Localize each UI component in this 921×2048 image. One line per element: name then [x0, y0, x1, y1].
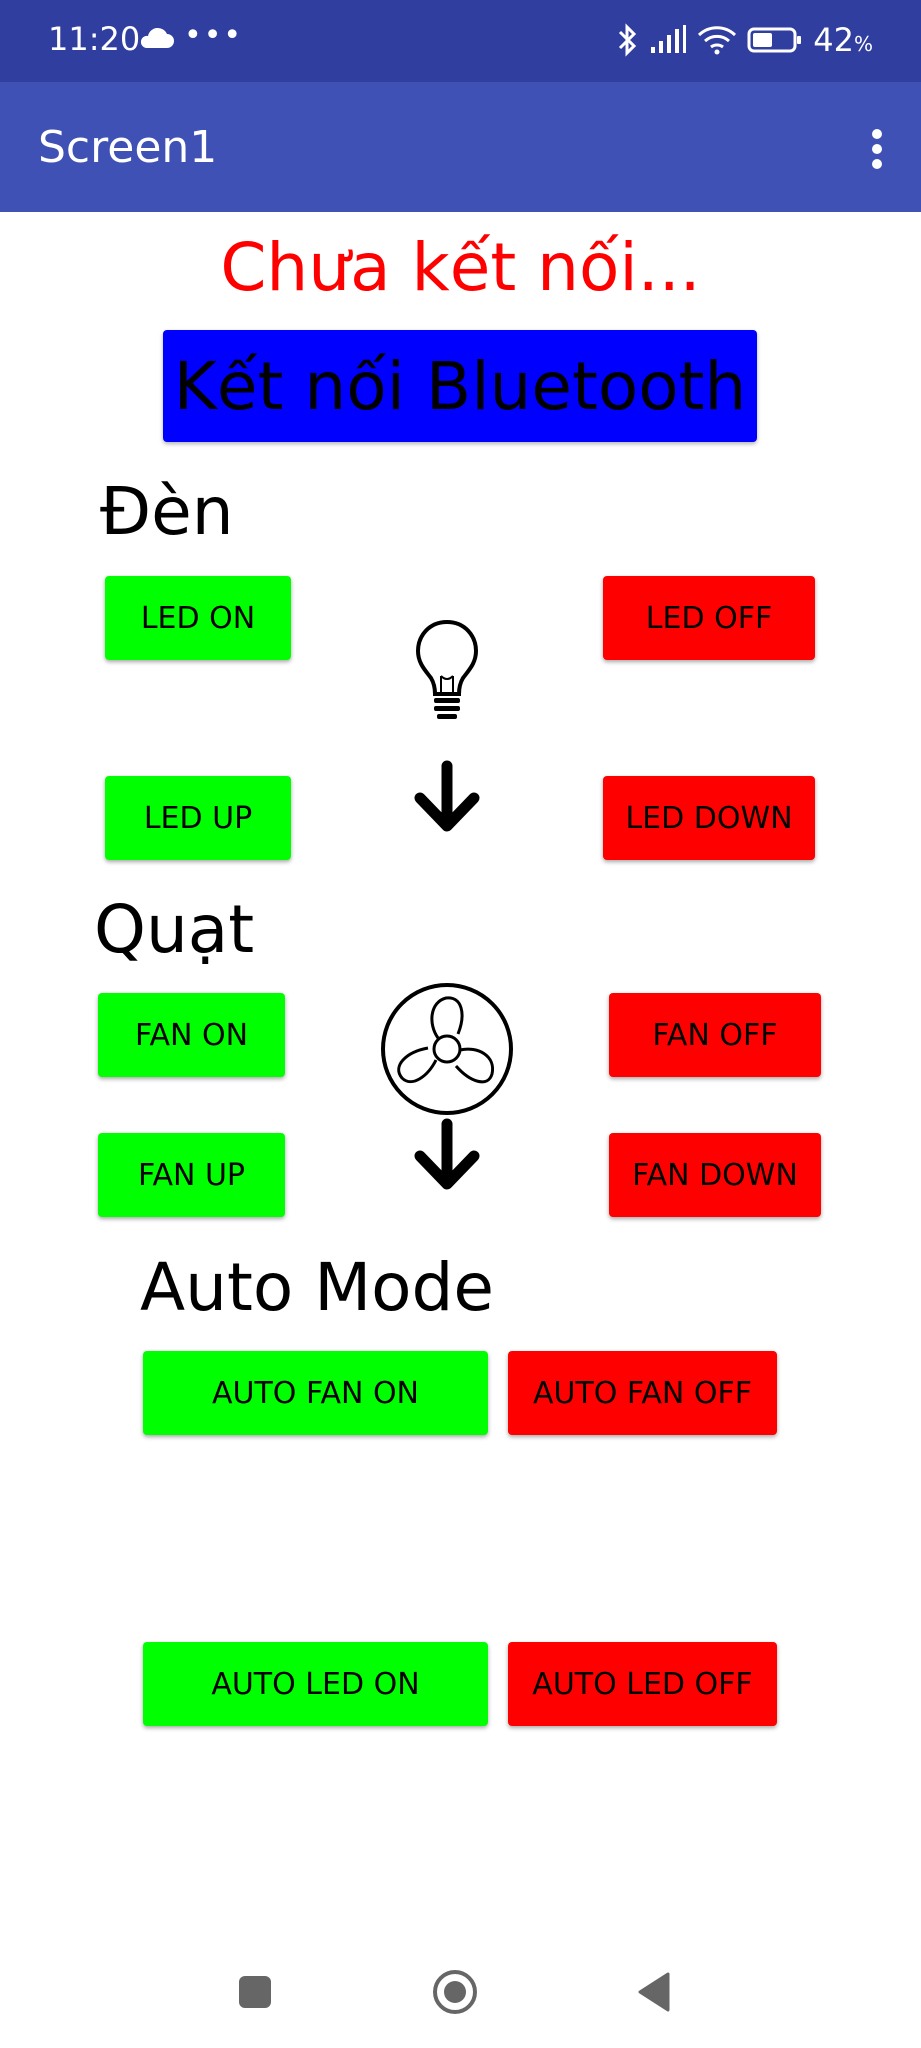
- fan-icon: [381, 983, 513, 1115]
- led-off-button[interactable]: LED OFF: [603, 576, 815, 660]
- lightbulb-icon: [415, 619, 479, 719]
- battery-level: 42%: [813, 21, 873, 59]
- wifi-icon: [698, 26, 737, 55]
- auto-fan-off-button[interactable]: AUTO FAN OFF: [508, 1351, 777, 1435]
- fan-section-label: Quạt: [94, 891, 255, 968]
- more-notifications-icon: •••: [184, 18, 244, 53]
- cloud-icon: [140, 27, 174, 48]
- page-title: Screen1: [38, 122, 218, 173]
- status-bar: 11:20 ••• 42%: [0, 0, 921, 82]
- connect-bluetooth-button[interactable]: Kết nối Bluetooth: [163, 330, 757, 442]
- fan-down-button[interactable]: FAN DOWN: [609, 1133, 821, 1217]
- status-time: 11:20: [48, 20, 141, 58]
- auto-fan-on-button[interactable]: AUTO FAN ON: [143, 1351, 488, 1435]
- auto-mode-label: Auto Mode: [140, 1249, 495, 1326]
- back-icon[interactable]: [636, 1972, 672, 2012]
- bluetooth-icon: [619, 23, 637, 57]
- recents-icon[interactable]: [237, 1974, 273, 2010]
- arrow-down-icon: [414, 760, 480, 832]
- status-icons: 42%: [617, 20, 873, 60]
- fan-on-button[interactable]: FAN ON: [98, 993, 285, 1077]
- light-section-label: Đèn: [100, 473, 234, 550]
- led-up-button[interactable]: LED UP: [105, 776, 291, 860]
- navigation-bar: [0, 1930, 921, 2048]
- auto-led-off-button[interactable]: AUTO LED OFF: [508, 1642, 777, 1726]
- signal-icon: [651, 25, 687, 53]
- led-on-button[interactable]: LED ON: [105, 576, 291, 660]
- overflow-menu-icon[interactable]: [871, 128, 883, 170]
- fan-off-button[interactable]: FAN OFF: [609, 993, 821, 1077]
- led-down-button[interactable]: LED DOWN: [603, 776, 815, 860]
- arrow-down-icon: [414, 1118, 480, 1190]
- app-bar: Screen1: [0, 82, 921, 212]
- home-icon[interactable]: [431, 1968, 479, 2016]
- auto-led-on-button[interactable]: AUTO LED ON: [143, 1642, 488, 1726]
- connection-status: Chưa kết nối...: [220, 229, 701, 306]
- fan-up-button[interactable]: FAN UP: [98, 1133, 285, 1217]
- battery-icon: [747, 27, 802, 53]
